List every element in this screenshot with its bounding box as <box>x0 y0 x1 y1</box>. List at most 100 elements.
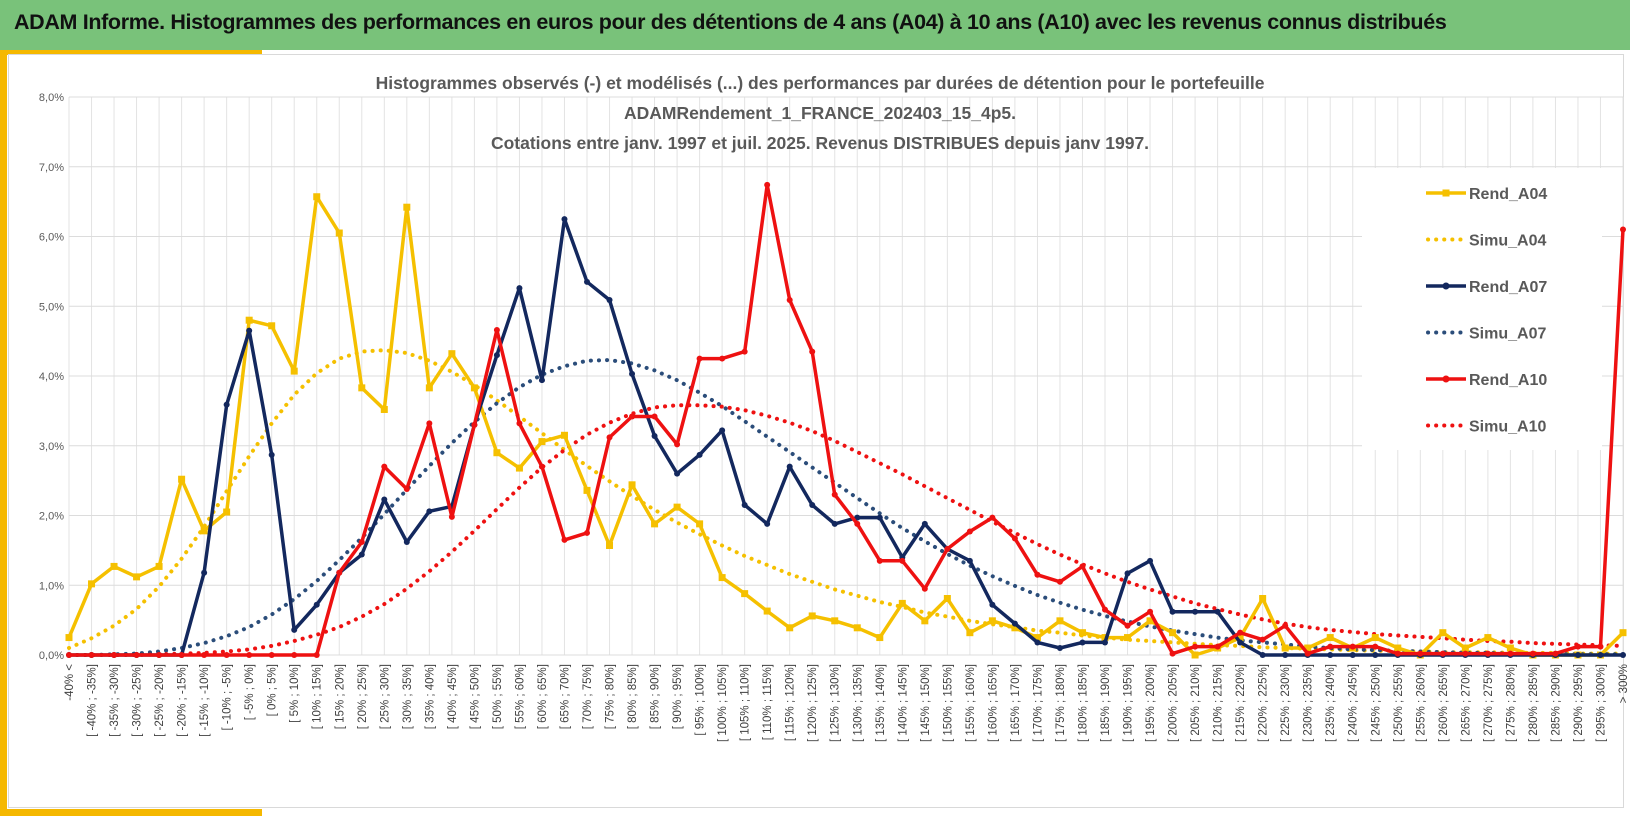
legend-label: Simu_A10 <box>1469 419 1546 436</box>
x-tick-label: [ -20% ; -15%] <box>177 664 189 737</box>
data-point <box>1282 652 1289 658</box>
data-point <box>1056 645 1063 652</box>
x-tick-label: [ 270% ; 275%] <box>1483 664 1495 742</box>
x-tick-label: [ 85% ; 90%] <box>650 664 662 729</box>
data-point <box>381 463 388 470</box>
data-point <box>1147 557 1154 564</box>
data-point <box>1574 643 1581 650</box>
data-point <box>696 451 703 458</box>
data-point <box>1327 643 1334 650</box>
data-point <box>1327 652 1334 658</box>
x-tick-label: [ 130% ; 135%] <box>852 664 864 742</box>
data-point <box>696 355 703 362</box>
data-point <box>809 502 816 509</box>
data-point <box>290 367 298 375</box>
x-tick-label: [ 115% ; 120%] <box>785 664 797 741</box>
data-point <box>1506 644 1514 652</box>
data-point <box>1079 639 1086 646</box>
data-point <box>493 449 501 457</box>
x-tick-label: [ 105% ; 110%] <box>740 664 752 741</box>
data-point <box>921 617 929 625</box>
x-tick-label: [ 160% ; 165%] <box>987 664 999 742</box>
data-point <box>1394 650 1401 657</box>
data-point <box>1169 629 1177 637</box>
legend-label: Simu_A04 <box>1469 233 1546 250</box>
data-point <box>966 528 973 535</box>
data-point <box>1034 639 1041 646</box>
data-point <box>1192 608 1199 615</box>
y-tick-label: 0,0% <box>39 650 64 662</box>
data-point <box>1304 650 1311 657</box>
data-point <box>448 350 456 358</box>
data-point <box>1033 634 1041 642</box>
x-tick-label: [ 205% ; 210%] <box>1190 664 1202 742</box>
data-point <box>989 601 996 608</box>
data-point <box>1011 620 1018 627</box>
data-point <box>651 432 658 439</box>
x-tick-label: [ 200% ; 205%] <box>1168 664 1180 742</box>
data-point <box>921 585 928 592</box>
data-point <box>381 496 388 503</box>
data-point <box>1372 643 1379 650</box>
data-point <box>201 652 208 658</box>
accent-strip-bottom <box>0 809 262 816</box>
data-point <box>651 520 659 528</box>
data-point <box>696 520 704 528</box>
data-point <box>448 513 455 520</box>
data-point <box>245 316 253 324</box>
data-point <box>1439 650 1446 657</box>
x-tick-label: [ -35% ; -30%] <box>109 664 121 737</box>
data-point <box>403 539 410 546</box>
legend-item: Simu_A07 <box>1426 326 1546 343</box>
data-point <box>628 481 636 489</box>
data-point <box>246 652 253 658</box>
x-tick-label: [ 295% ; 300%] <box>1595 664 1607 742</box>
x-tick-label: [ 150% ; 155%] <box>942 664 954 742</box>
data-point <box>1417 650 1424 657</box>
x-tick-label: [ 225% ; 230%] <box>1280 664 1292 742</box>
data-point <box>155 562 163 570</box>
data-point <box>380 405 388 413</box>
data-point <box>988 617 996 625</box>
data-point <box>741 590 749 598</box>
x-tick-label: [ 50% ; 55%] <box>492 664 504 729</box>
data-point <box>718 574 726 582</box>
data-point <box>1349 643 1356 650</box>
data-point <box>560 431 568 439</box>
x-tick-label: [ 180% ; 185%] <box>1077 664 1089 742</box>
data-point <box>88 652 95 658</box>
x-tick-label: [ 230% ; 235%] <box>1303 664 1315 742</box>
legend-marker <box>1442 375 1450 383</box>
x-tick-label: [ 65% ; 70%] <box>559 664 571 729</box>
x-tick-label: [ 275% ; 280%] <box>1505 664 1517 742</box>
y-tick-label: 6,0% <box>39 232 64 244</box>
data-point <box>989 514 996 521</box>
data-point <box>1620 226 1626 233</box>
data-point <box>764 520 771 527</box>
x-tick-label: > 300% <box>1618 664 1630 703</box>
data-point <box>876 514 883 521</box>
data-point <box>921 520 928 527</box>
x-tick-label: [ 290% ; 295%] <box>1573 664 1585 742</box>
series-line <box>67 194 1625 657</box>
x-tick-label: [ 110% ; 115%] <box>762 664 774 740</box>
data-point <box>1259 652 1266 658</box>
data-point <box>741 348 748 355</box>
data-point <box>719 427 726 434</box>
x-tick-label: [ 245% ; 250%] <box>1370 664 1382 742</box>
data-point <box>899 557 906 564</box>
data-point <box>943 595 951 603</box>
data-point <box>786 463 793 470</box>
data-point <box>268 322 276 330</box>
data-point <box>1124 634 1132 642</box>
x-tick-label: [ 20% ; 25%] <box>357 664 369 729</box>
x-tick-label: [ 0% ; 5%] <box>267 664 279 716</box>
x-tick-label: [ 235% ; 240%] <box>1325 664 1337 742</box>
data-point <box>1192 643 1199 650</box>
legend-item: Rend_A04 <box>1426 186 1547 203</box>
x-tick-label: [ 90% ; 95%] <box>672 664 684 729</box>
accent-strip-top <box>0 50 262 55</box>
data-point <box>583 486 591 494</box>
series-rend-a10 <box>66 181 1626 658</box>
data-point <box>606 434 613 441</box>
